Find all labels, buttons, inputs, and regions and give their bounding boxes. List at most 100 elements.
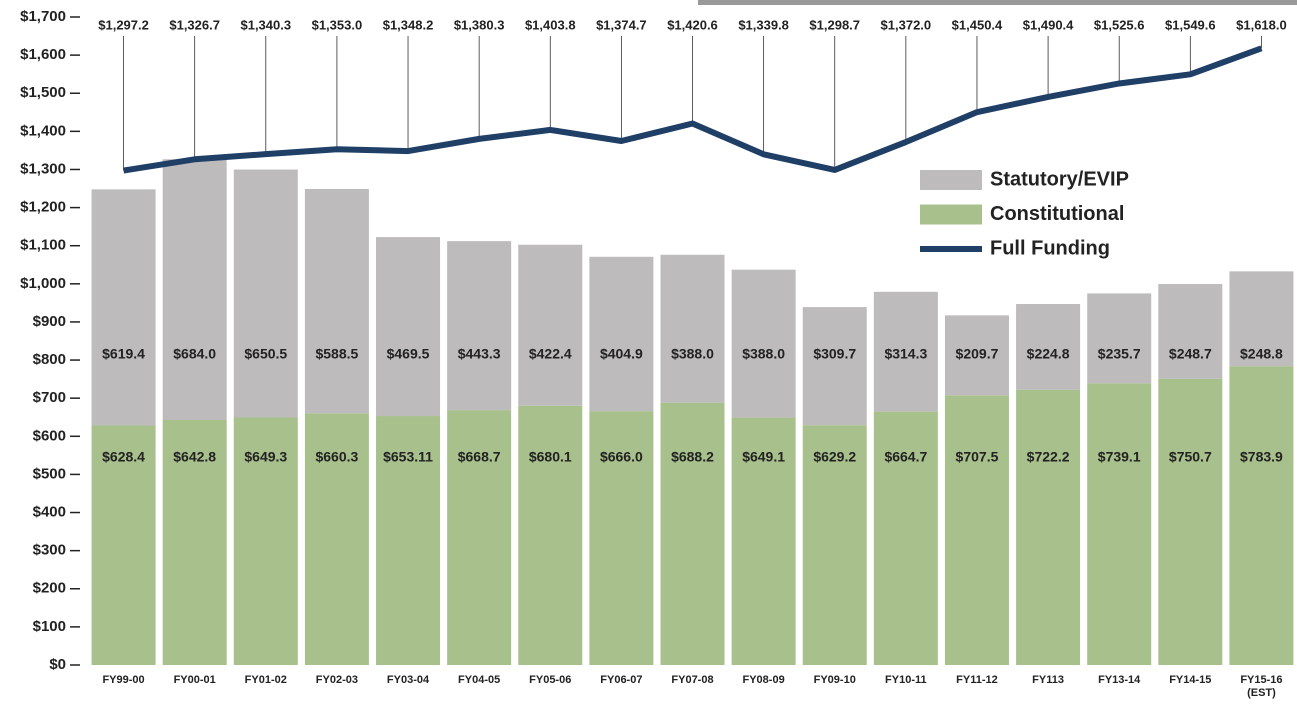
- bar-segment: [1016, 304, 1081, 390]
- x-tick-label: FY02-03: [315, 674, 358, 686]
- y-tick-label: $300: [33, 542, 66, 559]
- y-tick-label: $1,500: [20, 84, 66, 101]
- y-tick-label: $1,000: [20, 275, 66, 292]
- bar-value-label: $666.0: [600, 449, 643, 465]
- bar-segment: [233, 169, 298, 418]
- bar-segment: [447, 410, 512, 665]
- y-tick-label: $600: [33, 427, 66, 444]
- line-value-label: $1,490.4: [1023, 17, 1074, 32]
- bar-segment: [944, 315, 1009, 396]
- bar-segment: [518, 405, 583, 665]
- bar-segment: [162, 419, 227, 665]
- bar-segment: [1087, 293, 1152, 384]
- legend-label: Full Funding: [990, 237, 1110, 259]
- line-value-label: $1,420.6: [667, 17, 718, 32]
- bar-value-label: $422.4: [529, 346, 572, 362]
- bar-value-label: $209.7: [956, 346, 999, 362]
- bar-value-label: $314.3: [884, 346, 927, 362]
- y-tick-label: $1,300: [20, 160, 66, 177]
- y-tick-label: $1,200: [20, 199, 66, 216]
- bar-value-label: $388.0: [671, 346, 714, 362]
- x-tick-label: FY05-06: [529, 674, 572, 686]
- bar-segment: [731, 417, 796, 665]
- line-value-label: $1,353.0: [312, 17, 363, 32]
- line-value-label: $1,525.6: [1094, 17, 1145, 32]
- bar-value-label: $653.11: [383, 449, 433, 465]
- line-value-label: $1,348.2: [383, 17, 434, 32]
- bar-segment: [376, 416, 441, 665]
- line-value-label: $1,339.8: [738, 17, 789, 32]
- y-tick-label: $1,600: [20, 46, 66, 63]
- y-tick-label: $1,400: [20, 122, 66, 139]
- line-value-label: $1,403.8: [525, 17, 576, 32]
- header-strip: [698, 0, 1297, 5]
- bar-segment: [802, 425, 867, 665]
- line-value-label: $1,549.6: [1165, 17, 1216, 32]
- y-tick-label: $800: [33, 351, 66, 368]
- y-tick-label: $400: [33, 503, 66, 520]
- bar-segment: [1158, 284, 1223, 379]
- line: [123, 45, 1263, 174]
- y-tick-label: $1,100: [20, 237, 66, 254]
- bar-value-label: $588.5: [315, 346, 358, 362]
- bar-segment: [873, 411, 938, 665]
- bar-value-label: $642.8: [173, 449, 216, 465]
- line-value-label: $1,297.2: [98, 17, 149, 32]
- bar-segment: [731, 269, 796, 418]
- bar-value-label: $783.9: [1240, 449, 1283, 465]
- bar-value-label: $629.2: [813, 449, 856, 465]
- bar-segment: [589, 256, 654, 412]
- bar-segment: [162, 159, 227, 420]
- bar-value-label: $649.1: [742, 449, 785, 465]
- line-value-label: $1,450.4: [952, 17, 1003, 32]
- x-tick-label: FY00-01: [173, 674, 216, 686]
- bar-value-label: $309.7: [813, 346, 856, 362]
- bar-segment: [1229, 366, 1294, 665]
- y-tick-label: $1,700: [20, 8, 66, 25]
- x-tick-label: FY13-14: [1098, 674, 1141, 686]
- bar-value-label: $628.4: [102, 449, 145, 465]
- bar-segment: [1158, 378, 1223, 665]
- bar-segment: [1087, 383, 1152, 665]
- bar-segment: [376, 237, 441, 417]
- bar-segment: [944, 395, 1009, 665]
- bar-value-label: $664.7: [884, 449, 927, 465]
- legend-swatch: [920, 246, 982, 252]
- x-tick-label: FY15-16 (EST): [1240, 674, 1283, 699]
- x-tick-label: FY04-05: [458, 674, 501, 686]
- bar-value-label: $388.0: [742, 346, 785, 362]
- bar-value-label: $668.7: [458, 449, 501, 465]
- x-tick-label: FY99-00: [102, 674, 145, 686]
- line-value-label: $1,298.7: [809, 17, 860, 32]
- bar-value-label: $680.1: [529, 449, 572, 465]
- x-tick-label: FY08-09: [742, 674, 785, 686]
- bar-segment: [447, 241, 512, 411]
- line-value-label: $1,374.7: [596, 17, 647, 32]
- bar-value-label: $750.7: [1169, 449, 1212, 465]
- bar-value-label: $649.3: [244, 449, 287, 465]
- x-tick-label: FY09-10: [813, 674, 856, 686]
- line-value-label: $1,372.0: [881, 17, 932, 32]
- bar-segment: [304, 413, 369, 665]
- bar-segment: [91, 189, 156, 426]
- y-tick-label: $200: [33, 580, 66, 597]
- x-tick-label: FY113: [1032, 674, 1064, 686]
- bar-segment: [873, 291, 938, 412]
- bar-segment: [91, 425, 156, 665]
- bar-value-label: $619.4: [102, 346, 145, 362]
- y-tick-label: $700: [33, 389, 66, 406]
- x-tick-label: FY06-07: [600, 674, 643, 686]
- x-tick-label: FY10-11: [885, 674, 927, 686]
- bar-segment: [802, 307, 867, 426]
- line-value-label: $1,340.3: [240, 17, 291, 32]
- bar-value-label: $248.8: [1240, 346, 1283, 362]
- line-value-label: $1,326.7: [169, 17, 220, 32]
- bar-value-label: $660.3: [315, 449, 358, 465]
- x-tick-label: FY03-04: [386, 674, 430, 686]
- bar-value-label: $443.3: [458, 346, 501, 362]
- legend-swatch: [920, 170, 982, 190]
- x-tick-label: FY11-12: [956, 674, 998, 686]
- bar-value-label: $248.7: [1169, 346, 1212, 362]
